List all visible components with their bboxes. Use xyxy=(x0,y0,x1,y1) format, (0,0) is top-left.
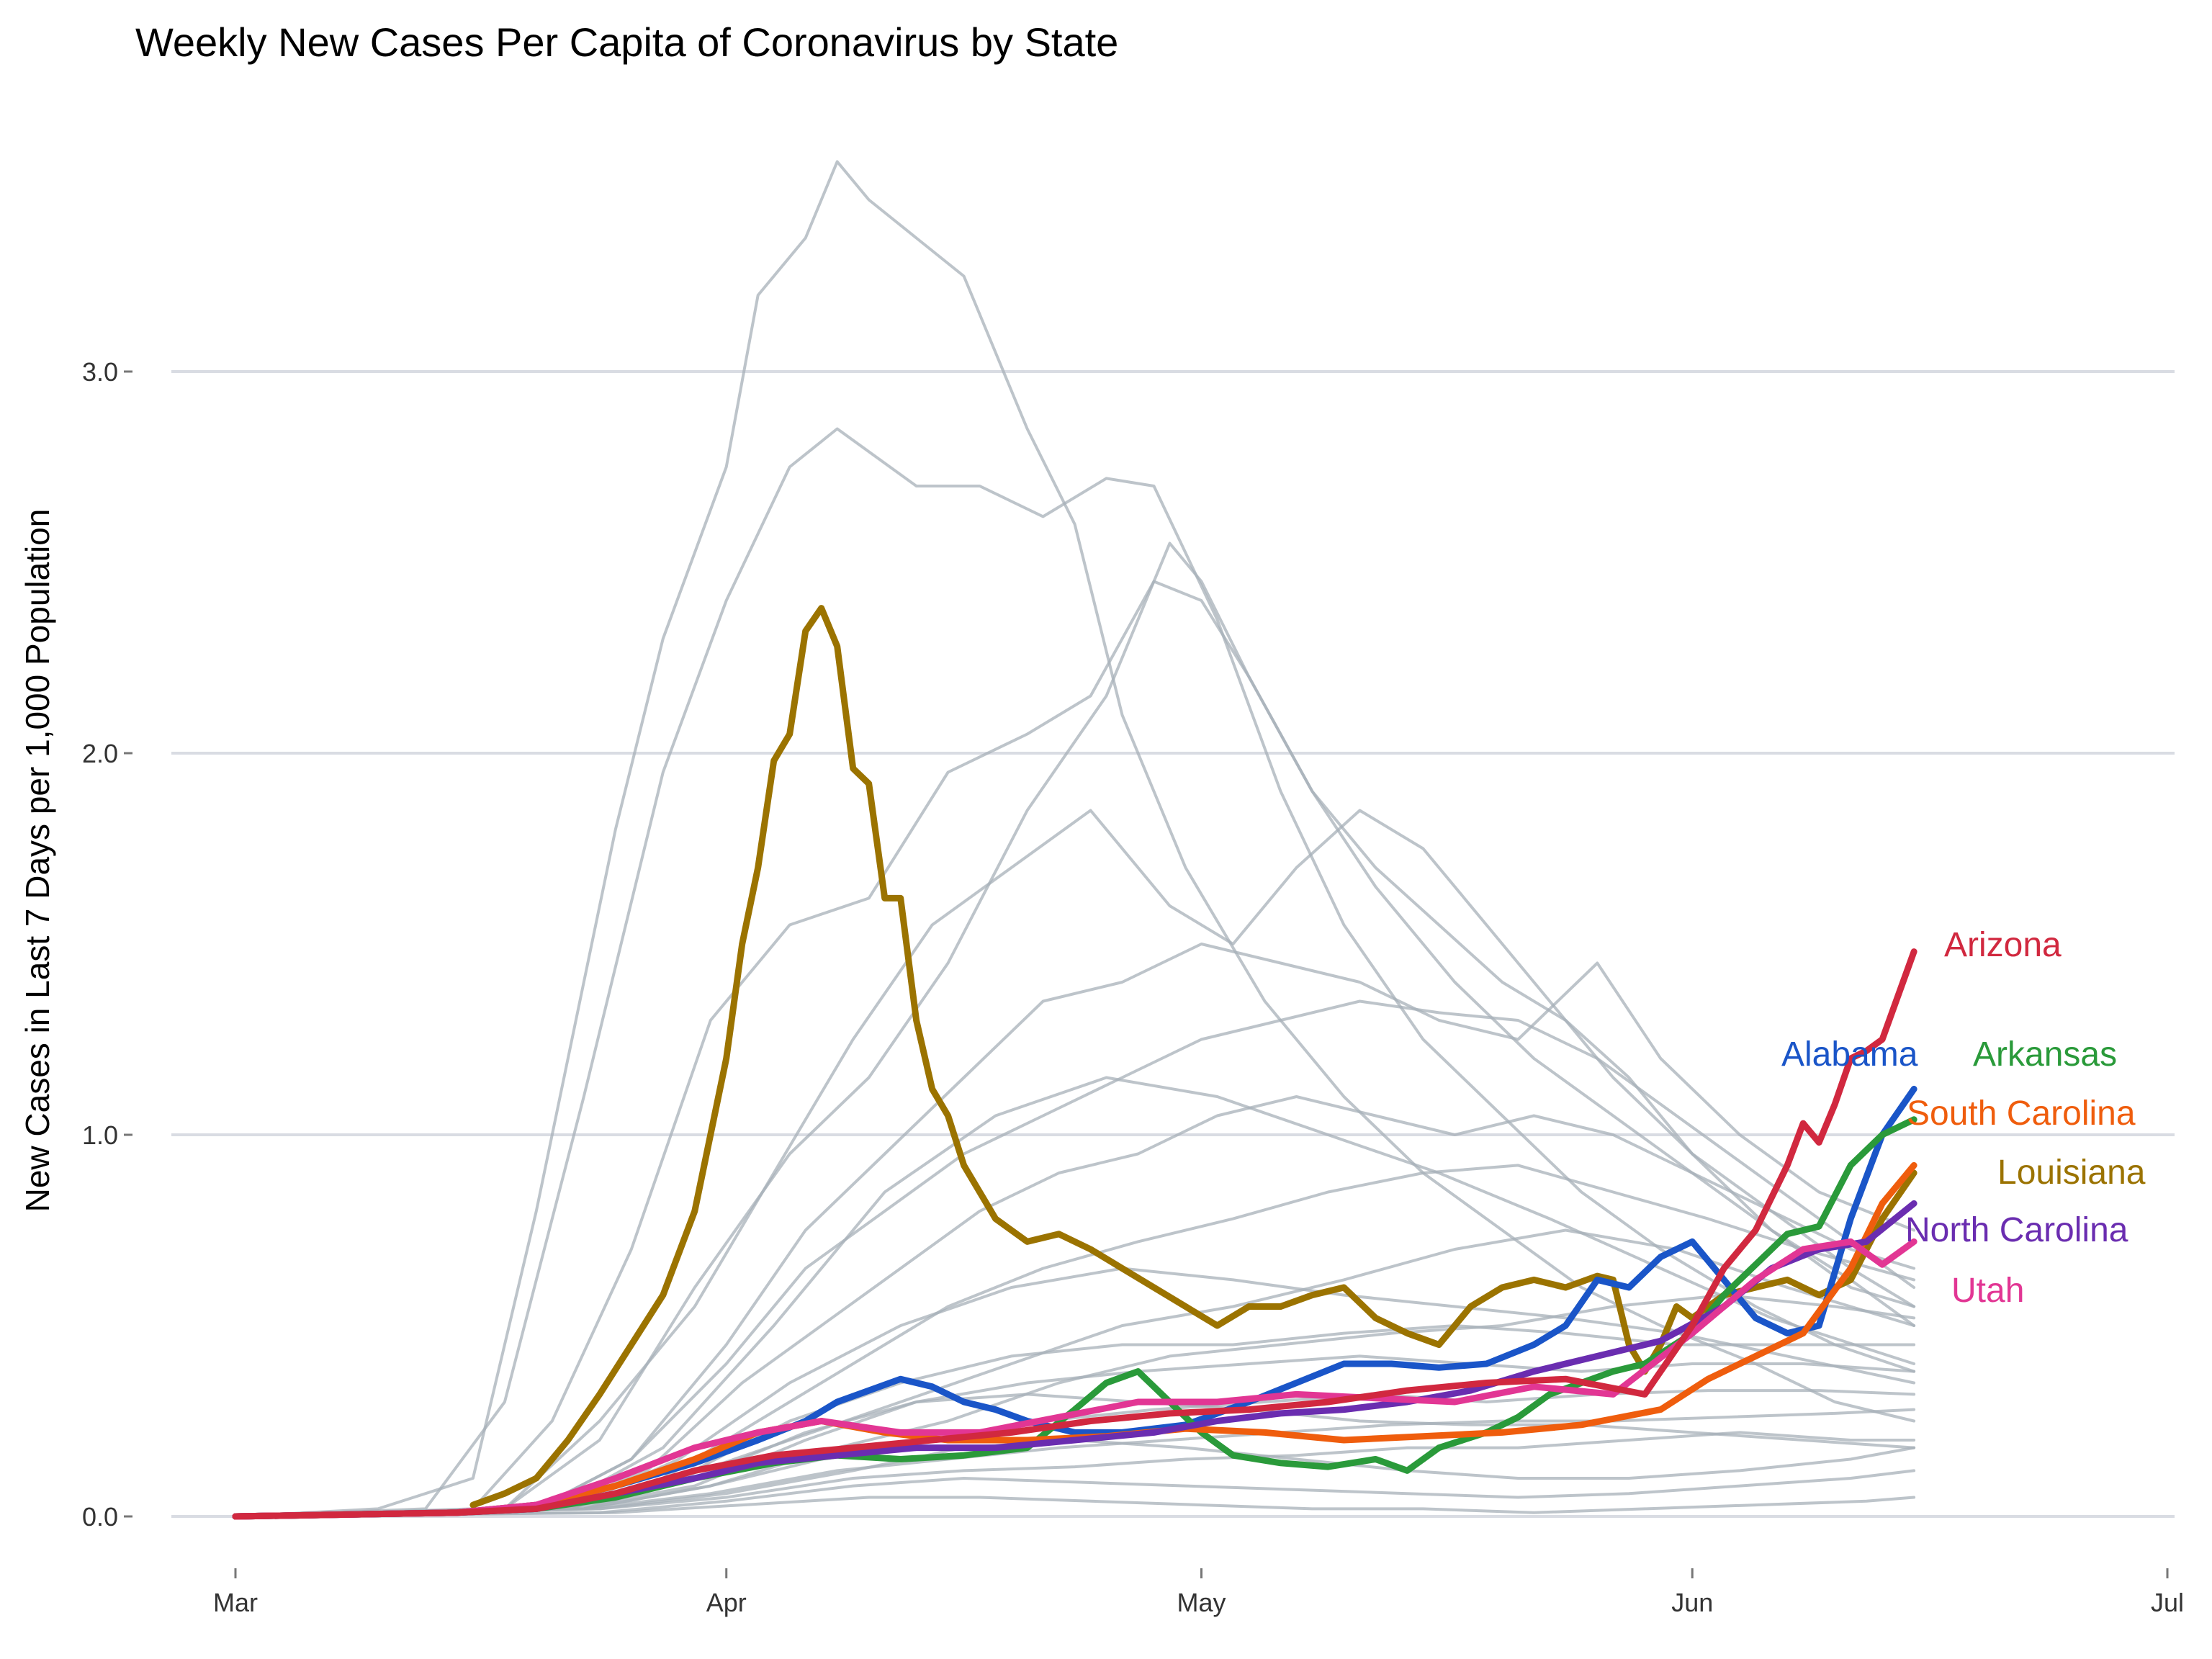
y-tick-label: 0.0 xyxy=(82,1502,118,1532)
x-tick-label: Apr xyxy=(706,1588,747,1617)
series-label-alabama: Alabama xyxy=(1781,1035,1918,1074)
background-state-line xyxy=(234,1095,1916,1518)
series-labels: Louisiana Alabama Arkansas South Carolina No… xyxy=(1781,926,2146,1310)
x-tick-label: Jul xyxy=(2151,1588,2184,1617)
background-state-line xyxy=(234,1439,1916,1518)
series-label-south-carolina: South Carolina xyxy=(1907,1094,2136,1133)
axis-ticks: 0.0 1.0 2.0 3.0 Mar Apr May Jun Jul xyxy=(82,357,2184,1617)
series-line-arkansas xyxy=(232,1116,1917,1520)
y-tick-label: 2.0 xyxy=(82,739,118,768)
background-state-line xyxy=(234,1431,1916,1518)
background-state-line xyxy=(234,943,1916,1518)
series-line-south-carolina xyxy=(232,1161,1917,1520)
background-state-line xyxy=(234,1354,1916,1518)
y-axis-label: New Cases in Last 7 Days per 1,000 Popul… xyxy=(19,509,56,1213)
background-state-line xyxy=(234,1408,1916,1518)
background-state-line xyxy=(234,160,1916,1518)
x-tick-label: Mar xyxy=(213,1588,258,1617)
series-label-utah: Utah xyxy=(1951,1272,2024,1310)
x-tick-label: May xyxy=(1177,1588,1226,1617)
series-line-louisiana xyxy=(469,605,1917,1509)
grid-lines xyxy=(171,370,2175,1518)
background-state-line xyxy=(234,427,1916,1518)
series-label-arizona: Arizona xyxy=(1944,926,2062,964)
series-line-arizona xyxy=(232,948,1917,1520)
background-state-line xyxy=(234,1496,1916,1518)
series-label-arkansas: Arkansas xyxy=(1973,1035,2117,1074)
background-state-line xyxy=(234,999,1916,1518)
background-state-line xyxy=(234,809,1916,1518)
background-series-group xyxy=(234,160,1916,1518)
y-tick-label: 3.0 xyxy=(82,357,118,387)
series-label-louisiana: Louisiana xyxy=(1997,1154,2146,1192)
highlighted-series-group xyxy=(232,605,1917,1520)
series-line-utah xyxy=(232,1238,1917,1520)
background-state-line xyxy=(234,541,1916,1518)
background-state-line xyxy=(234,1469,1916,1518)
background-state-line xyxy=(234,580,1916,1518)
x-tick-label: Jun xyxy=(1671,1588,1713,1617)
series-label-north-carolina: North Carolina xyxy=(1905,1211,2128,1249)
background-state-line xyxy=(234,1076,1916,1518)
y-tick-label: 1.0 xyxy=(82,1120,118,1150)
chart-title: Weekly New Cases Per Capita of Coronavir… xyxy=(135,19,1118,65)
